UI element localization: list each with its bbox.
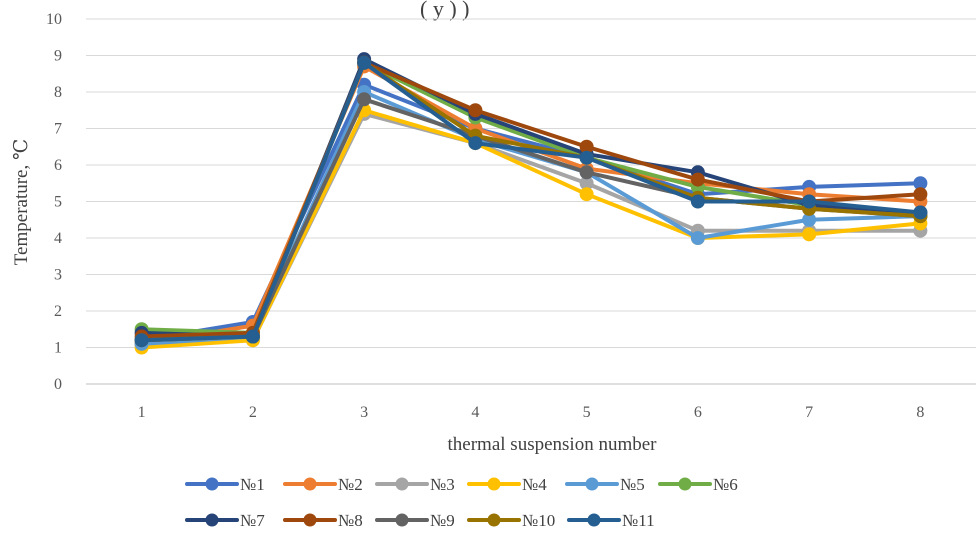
legend-item: №6 bbox=[658, 475, 738, 494]
data-point bbox=[913, 205, 928, 220]
data-point bbox=[468, 103, 483, 118]
data-point bbox=[802, 194, 817, 209]
legend-label: №7 bbox=[240, 511, 265, 530]
legend-label: №2 bbox=[338, 475, 363, 494]
legend-swatch-marker bbox=[487, 513, 501, 527]
series-lines bbox=[134, 52, 928, 355]
data-point bbox=[579, 165, 594, 180]
x-tick-label: 6 bbox=[694, 404, 702, 421]
x-tick-label: 8 bbox=[916, 404, 924, 421]
legend-item: №5 bbox=[565, 475, 645, 494]
series-line bbox=[139, 108, 923, 350]
legend-item: №11 bbox=[567, 511, 655, 530]
data-point bbox=[690, 194, 705, 209]
legend-item: №8 bbox=[283, 511, 363, 530]
x-tick-label: 3 bbox=[360, 404, 368, 421]
legend-item: №1 bbox=[185, 475, 265, 494]
legend-label: №9 bbox=[430, 511, 455, 530]
series-line bbox=[139, 60, 923, 343]
x-tick-label: 7 bbox=[805, 404, 813, 421]
data-point bbox=[913, 187, 928, 202]
legend-swatch-marker bbox=[205, 477, 219, 491]
data-point bbox=[245, 329, 260, 344]
y-tick-label: 0 bbox=[54, 376, 62, 393]
data-point bbox=[579, 187, 594, 202]
legend-item: №9 bbox=[375, 511, 455, 530]
legend-label: №1 bbox=[240, 475, 265, 494]
y-tick-label: 6 bbox=[54, 157, 62, 174]
legend-label: №11 bbox=[622, 511, 655, 530]
legend-swatch-marker bbox=[395, 513, 409, 527]
data-point bbox=[690, 172, 705, 187]
legend-label: №6 bbox=[713, 475, 738, 494]
x-tick-label: 1 bbox=[138, 404, 146, 421]
data-point bbox=[690, 231, 705, 245]
legend-item: №4 bbox=[467, 475, 547, 494]
legend-swatch-marker bbox=[303, 477, 317, 491]
series-11 bbox=[134, 55, 928, 348]
legend-swatch-marker bbox=[487, 477, 501, 491]
y-tick-label: 4 bbox=[54, 230, 62, 247]
y-tick-label: 1 bbox=[54, 340, 62, 357]
legend-swatch-marker bbox=[585, 477, 599, 491]
y-tick-label: 9 bbox=[54, 48, 62, 65]
legend-item: №3 bbox=[375, 475, 455, 494]
data-point bbox=[357, 55, 372, 70]
y-axis-label: Temperature, ℃ bbox=[11, 139, 32, 265]
legend-item: №7 bbox=[185, 511, 265, 530]
chart-title-partial: ( y ) ) bbox=[420, 0, 469, 21]
legend-swatch-marker bbox=[205, 513, 219, 527]
legend-item: №10 bbox=[467, 511, 555, 530]
x-tick-label: 5 bbox=[583, 404, 591, 421]
y-tick-label: 7 bbox=[54, 121, 62, 138]
x-axis-label: thermal suspension number bbox=[448, 434, 658, 455]
legend-item: №2 bbox=[283, 475, 363, 494]
x-tick-label: 2 bbox=[249, 404, 257, 421]
legend-label: №4 bbox=[522, 475, 547, 494]
legend-swatch-marker bbox=[395, 477, 409, 491]
legend-label: №10 bbox=[522, 511, 555, 530]
data-point bbox=[468, 136, 483, 151]
data-point bbox=[802, 227, 817, 242]
y-tick-label: 3 bbox=[54, 267, 62, 284]
data-point bbox=[357, 92, 372, 107]
data-point bbox=[134, 333, 149, 348]
y-tick-label: 8 bbox=[54, 84, 62, 101]
legend-swatch-marker bbox=[587, 513, 601, 527]
axes: 0 1 2 3 4 5 6 7 8 9 10 1 2 3 4 5 6 7 8 bbox=[46, 11, 924, 421]
legend-swatch-marker bbox=[678, 477, 692, 491]
legend: №1 №2 №3 №4 №5 №6 №7 №8 №9 №10 №11 bbox=[185, 475, 738, 530]
y-tick-label: 10 bbox=[46, 11, 62, 28]
gridlines bbox=[86, 18, 976, 385]
legend-swatch-marker bbox=[303, 513, 317, 527]
x-tick-label: 4 bbox=[471, 404, 479, 421]
y-tick-label: 5 bbox=[54, 194, 62, 211]
legend-label: №5 bbox=[620, 475, 645, 494]
y-tick-label: 2 bbox=[54, 303, 62, 320]
data-point bbox=[579, 150, 594, 165]
legend-label: №3 bbox=[430, 475, 455, 494]
legend-label: №8 bbox=[338, 511, 363, 530]
